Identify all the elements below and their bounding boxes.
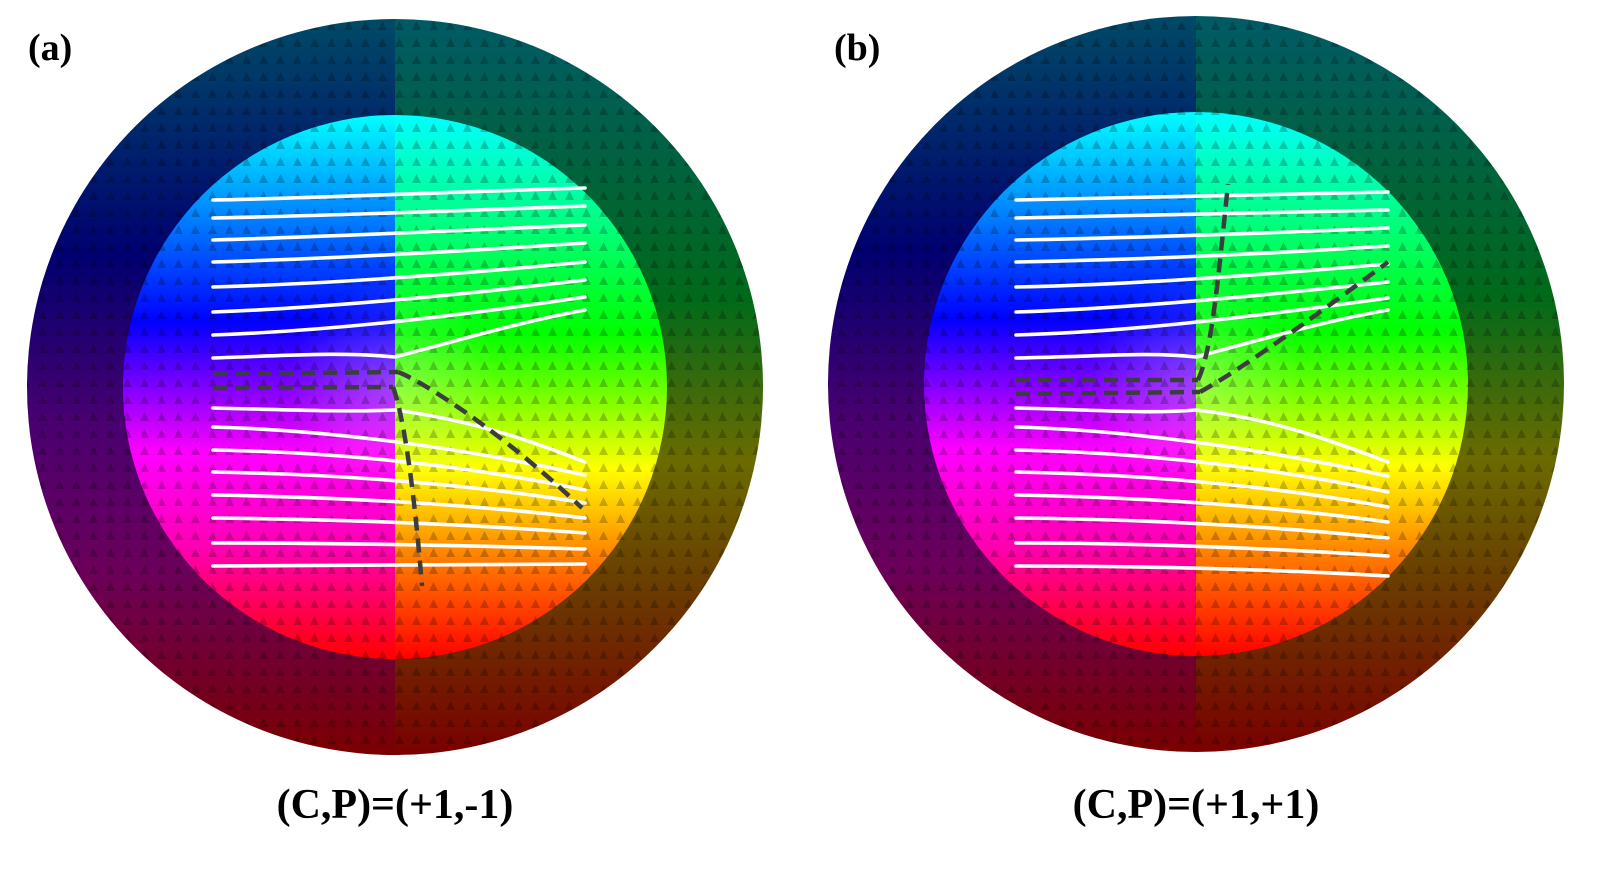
panel-b: (b) [828, 16, 1564, 828]
panel-a-stripes [211, 186, 587, 568]
panel-a-label: (a) [28, 27, 72, 69]
panel-a: (a) [27, 19, 763, 828]
panel-b-dashed-guides [1015, 183, 1390, 397]
panel-b-stripes [1014, 190, 1390, 578]
panel-a-dashed-guides [212, 369, 584, 587]
panel-b-caption: (C,P)=(+1,+1) [1073, 782, 1320, 828]
panel-b-label: (b) [834, 27, 880, 69]
panel-a-caption: (C,P)=(+1,-1) [277, 782, 514, 828]
